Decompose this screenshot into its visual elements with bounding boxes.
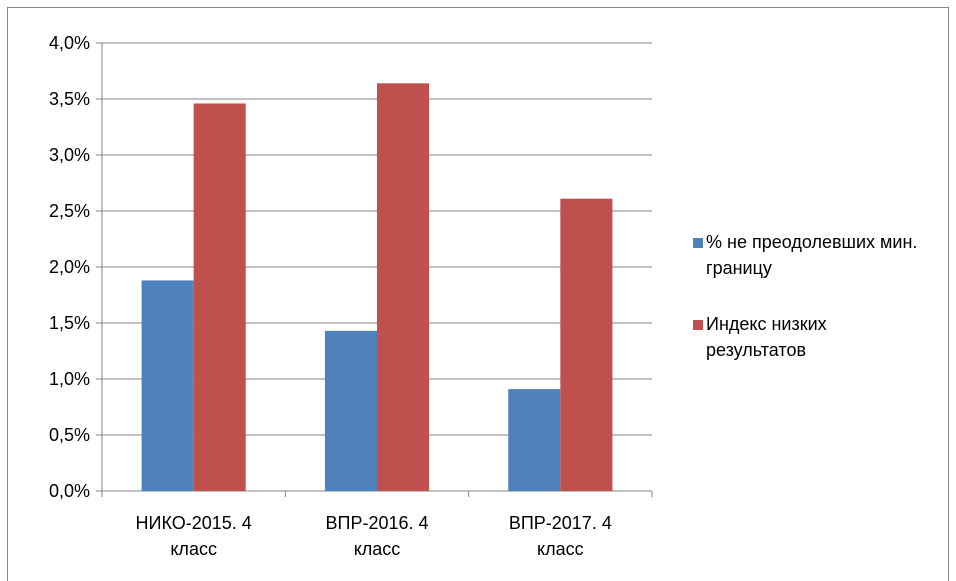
bar — [508, 389, 561, 491]
bar — [377, 83, 430, 491]
bar — [324, 330, 377, 491]
bar — [141, 280, 194, 491]
x-tick-label: ВПР-2016. 4 класс — [325, 513, 429, 559]
y-tick-label: 3,5% — [48, 89, 90, 109]
y-tick-label: 3,0% — [48, 145, 90, 165]
legend-swatch — [693, 238, 703, 248]
legend-label: Индекс низких результатов — [706, 314, 827, 360]
x-tick-label: ВПР-2017. 4 класс — [508, 513, 612, 559]
legend-label: % не преодолевших мин. границу — [706, 232, 918, 278]
y-tick-label: 4,0% — [48, 33, 90, 53]
bar — [193, 103, 246, 491]
y-tick-label: 0,0% — [48, 481, 90, 501]
bar — [560, 198, 613, 491]
y-tick-label: 1,5% — [48, 313, 90, 333]
y-tick-label: 0,5% — [48, 425, 90, 445]
y-tick-label: 2,0% — [48, 257, 90, 277]
y-tick-label: 1,0% — [48, 369, 90, 389]
frame — [7, 7, 949, 581]
y-tick-label: 2,5% — [48, 201, 90, 221]
legend-swatch — [693, 320, 703, 330]
x-tick-label: НИКО-2015. 4 класс — [135, 513, 252, 559]
